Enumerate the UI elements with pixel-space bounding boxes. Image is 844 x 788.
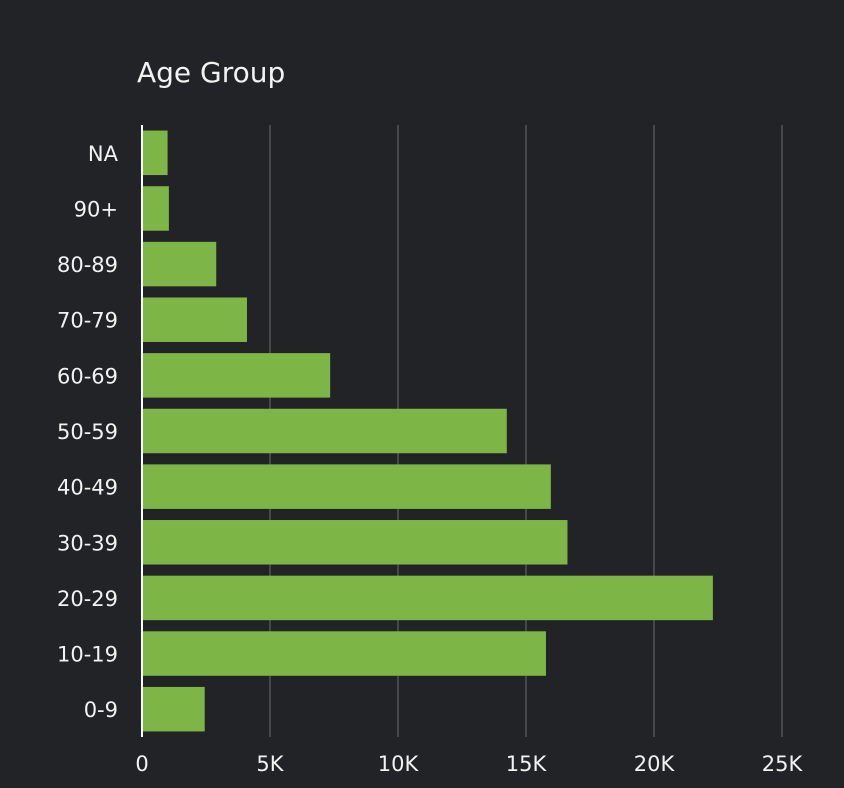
category-label: 30-39 xyxy=(57,531,118,555)
bar xyxy=(142,408,507,454)
category-label: 90+ xyxy=(74,197,118,221)
category-label: 0-9 xyxy=(84,698,118,722)
category-label: NA xyxy=(88,142,119,166)
category-label: 20-29 xyxy=(57,587,118,611)
chart-title: Age Group xyxy=(137,56,285,89)
x-tick-label: 15K xyxy=(506,752,548,776)
bars xyxy=(142,130,713,732)
bar xyxy=(142,241,217,287)
bar xyxy=(142,130,168,176)
category-label: 70-79 xyxy=(57,309,118,333)
x-tick-label: 25K xyxy=(762,752,804,776)
bar xyxy=(142,575,713,621)
x-tick-label: 20K xyxy=(634,752,676,776)
x-tick-label: 10K xyxy=(378,752,420,776)
category-label: 80-89 xyxy=(57,253,118,277)
x-tick-labels: 0 5K 10K 15K 20K 25K xyxy=(135,752,803,776)
category-labels: NA 90+ 80-89 70-79 60-69 50-59 40-49 30-39 20-29… xyxy=(57,142,119,722)
bar xyxy=(142,186,169,231)
bar xyxy=(142,520,568,565)
category-label: 40-49 xyxy=(57,476,118,500)
category-label: 10-19 xyxy=(57,643,118,667)
category-label: 60-69 xyxy=(57,364,118,388)
bar xyxy=(142,464,551,509)
bar xyxy=(142,297,247,342)
bar xyxy=(142,631,546,676)
x-tick-label: 5K xyxy=(256,752,284,776)
bar xyxy=(142,353,331,398)
bar xyxy=(142,686,205,732)
category-label: 50-59 xyxy=(57,420,118,444)
x-tick-label: 0 xyxy=(135,752,148,776)
